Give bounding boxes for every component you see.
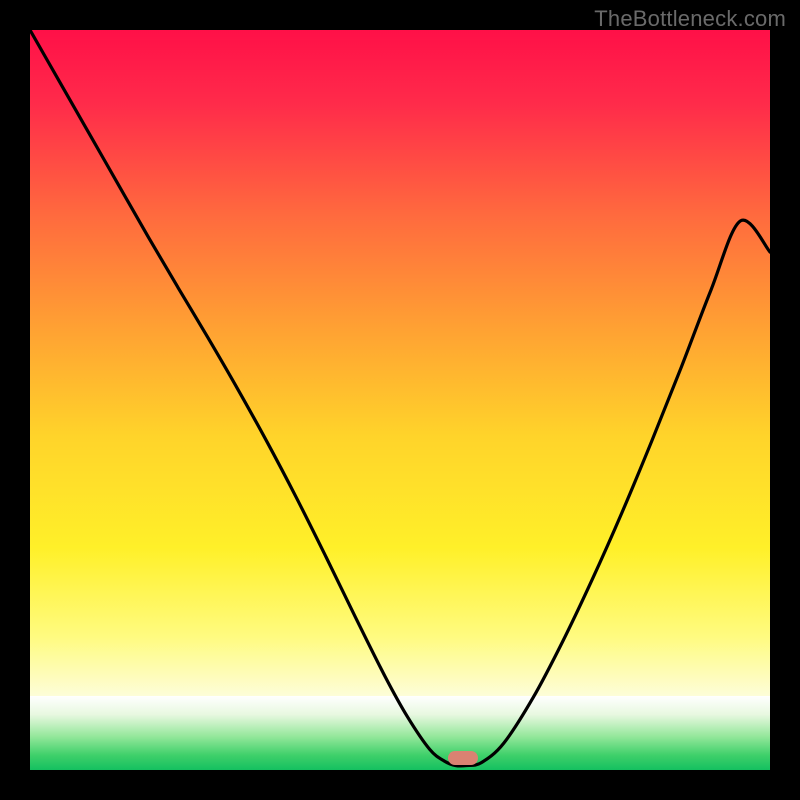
optimal-marker: [448, 751, 478, 765]
bottleneck-curve: [30, 30, 770, 770]
chart-frame: TheBottleneck.com: [0, 0, 800, 800]
watermark-text: TheBottleneck.com: [594, 6, 786, 32]
plot-area: [30, 30, 770, 770]
